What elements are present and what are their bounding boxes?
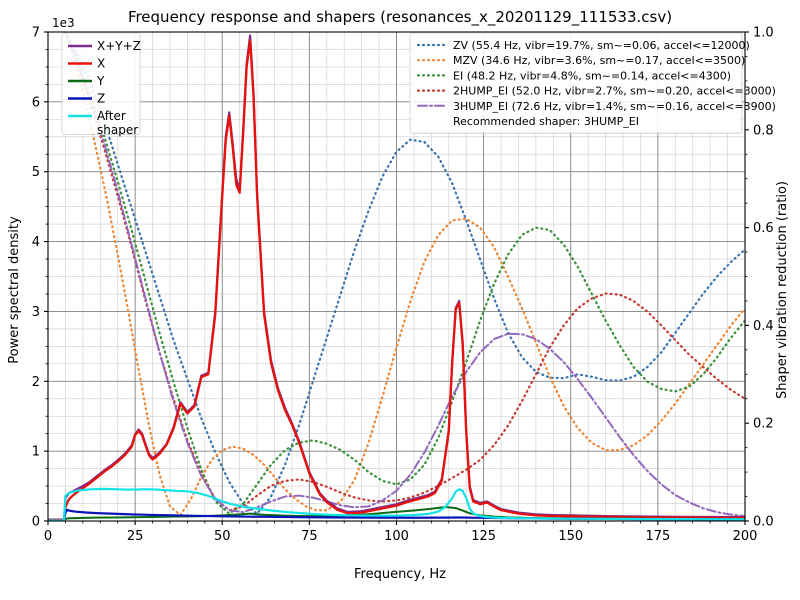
y2-tick-label: 0.0 — [753, 515, 774, 530]
data-series-layer — [48, 32, 745, 521]
shaper-legend[interactable]: ZV (55.4 Hz, vibr=19.7%, sm~=0.06, accel… — [409, 32, 776, 134]
recommended-shaper-note: Recommended shaper: 3HUMP_EI — [453, 115, 639, 128]
shaper-legend-label-3hump_ei[interactable]: 3HUMP_EI (72.6 Hz, vibr=1.4%, sm~=0.16, … — [453, 100, 776, 113]
series-legend-label-z[interactable]: Z — [97, 92, 105, 106]
psd-curve-x — [48, 39, 745, 521]
y2-tick-label: 0.4 — [753, 319, 774, 334]
y-axis-offset-label: 1e3 — [52, 16, 75, 30]
series-legend-box — [61, 32, 141, 135]
axes-layer: 0 25 50 75 100 125 150 175 200 0 1 2 3 4 5 6 7 0.0 0.2 0.4 0… — [32, 26, 774, 545]
shaper-legend-label-mzv[interactable]: MZV (34.6 Hz, vibr=3.6%, sm~=0.17, accel… — [453, 54, 745, 67]
shaper-legend-label-2hump_ei[interactable]: 2HUMP_EI (52.0 Hz, vibr=2.7%, sm~=0.20, … — [453, 85, 776, 98]
shaper-legend-label-zv[interactable]: ZV (55.4 Hz, vibr=19.7%, sm~=0.06, accel… — [453, 39, 750, 52]
x-tick-label: 200 — [733, 529, 758, 544]
y2-axis-label: Shaper vibration reduction (ratio) — [775, 181, 790, 399]
y-tick-label: 5 — [32, 165, 40, 180]
shaper-legend-box — [409, 32, 743, 134]
y2-tick-label: 0.2 — [753, 417, 774, 432]
y-tick-label: 4 — [32, 235, 40, 250]
y-tick-label: 3 — [32, 305, 40, 320]
series-legend-label-shaper-line2[interactable]: shaper — [97, 123, 138, 137]
y-tick-label: 2 — [32, 375, 40, 390]
x-tick-label: 50 — [214, 529, 231, 544]
x-tick-label: 75 — [301, 529, 318, 544]
x-tick-label: 25 — [127, 529, 144, 544]
shaper-curve-mzv — [64, 32, 745, 517]
series-legend-label-x[interactable]: X — [97, 57, 105, 71]
shaper-legend-label-ei[interactable]: EI (48.2 Hz, vibr=4.8%, sm~=0.14, accel<… — [453, 69, 731, 82]
series-legend-label-x-y-z[interactable]: X+Y+Z — [97, 39, 141, 53]
chart-title: Frequency response and shapers (resonanc… — [128, 8, 672, 27]
shaper-curve-zv — [64, 32, 745, 515]
y-tick-label: 1 — [32, 445, 40, 460]
y2-tick-label: 0.6 — [753, 221, 774, 236]
shaper-curve-2hump_ei — [64, 32, 745, 512]
shaper-curve-3hump_ei — [64, 32, 745, 518]
y-tick-label: 0 — [32, 515, 40, 530]
x-tick-label: 100 — [384, 529, 409, 544]
x-tick-label: 150 — [558, 529, 583, 544]
series-legend-label-after[interactable]: After — [97, 109, 126, 123]
y2-tick-label: 1.0 — [753, 26, 774, 41]
x-tick-label: 175 — [645, 529, 670, 544]
psd-curve-after-shaper — [48, 487, 745, 521]
y-tick-label: 7 — [32, 26, 40, 41]
series-legend-label-y[interactable]: Y — [96, 74, 105, 88]
x-tick-label: 125 — [471, 529, 496, 544]
x-axis-label: Frequency, Hz — [354, 567, 446, 582]
y-tick-label: 6 — [32, 95, 40, 110]
x-tick-label: 0 — [44, 529, 52, 544]
y2-tick-label: 0.8 — [753, 123, 774, 138]
y-axis-label: Power spectral density — [7, 216, 22, 364]
